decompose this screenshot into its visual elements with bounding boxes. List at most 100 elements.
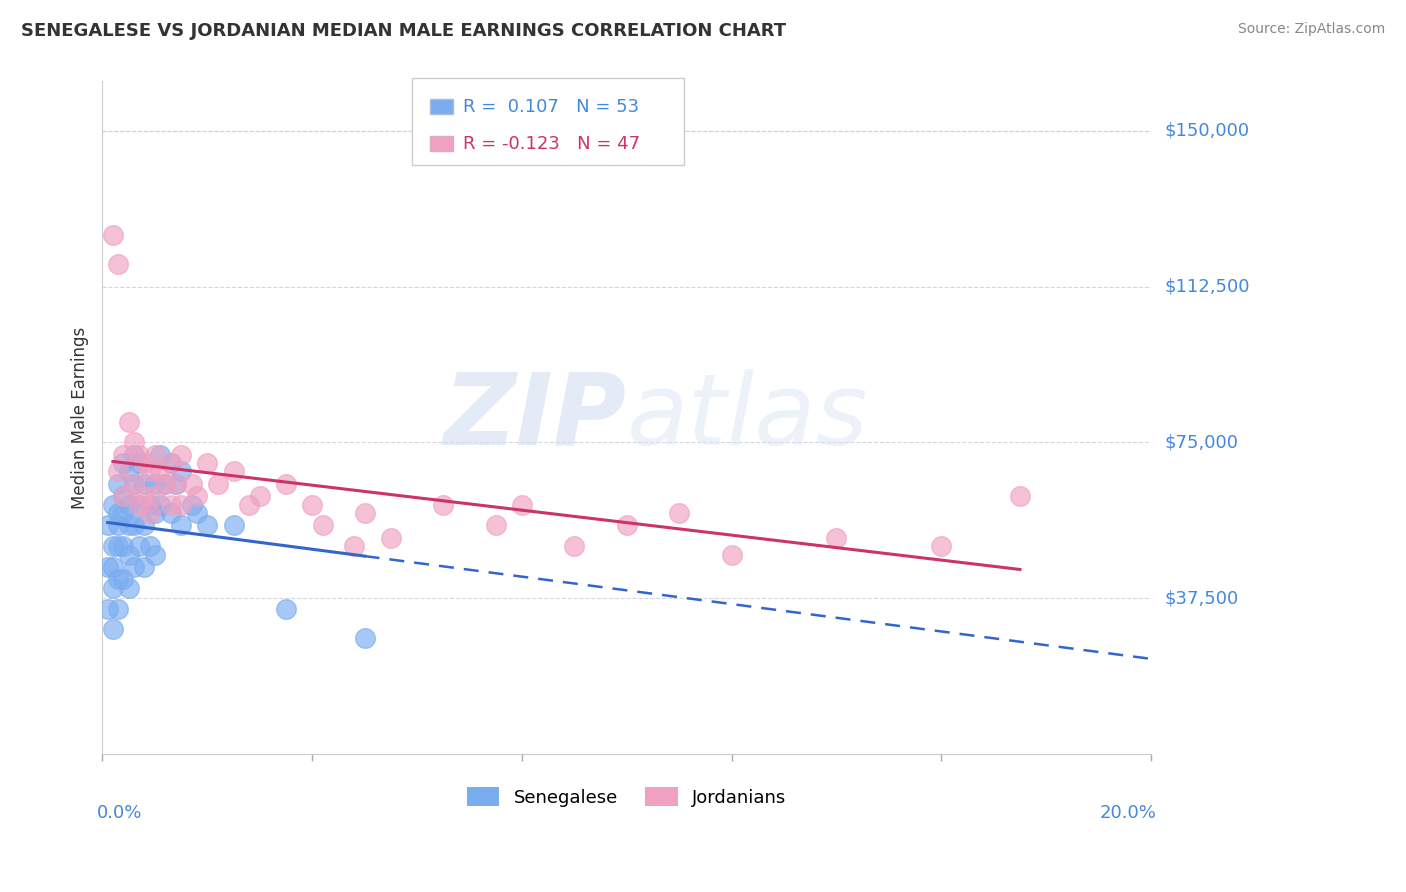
Point [155,476,177,491]
Text: $75,000: $75,000 [1166,434,1239,451]
Text: atlas: atlas [627,369,869,466]
Point [668,506,690,520]
Point [101,623,124,637]
Point [485,518,508,533]
Point [117,415,139,429]
Text: 0.0%: 0.0% [97,805,142,822]
Point [122,448,145,462]
Point [170,448,193,462]
Point [128,448,150,462]
Point [97,601,120,615]
Point [97,518,120,533]
Point [112,506,135,520]
Point [101,498,124,512]
Point [380,531,402,545]
Point [274,476,297,491]
Point [353,631,375,645]
Point [165,476,187,491]
Point [112,573,135,587]
Point [107,465,129,479]
Point [301,498,323,512]
Legend: Senegalese, Jordanians: Senegalese, Jordanians [461,782,792,813]
Point [101,227,124,242]
Point [134,518,156,533]
Point [138,465,160,479]
Point [128,539,150,553]
Point [165,476,187,491]
Point [432,498,454,512]
Point [143,548,166,562]
Point [112,489,135,503]
Point [128,456,150,470]
Point [107,539,129,553]
FancyBboxPatch shape [430,136,453,152]
Point [159,456,181,470]
Point [180,498,202,512]
Text: R = -0.123   N = 47: R = -0.123 N = 47 [463,135,640,153]
Point [170,465,193,479]
Point [101,581,124,595]
Point [616,518,638,533]
Point [311,518,333,533]
Point [117,581,139,595]
Point [122,560,145,574]
Point [107,476,129,491]
Point [195,456,218,470]
Point [149,448,172,462]
Point [112,489,135,503]
Point [138,506,160,520]
Point [1008,489,1031,503]
Point [117,498,139,512]
Point [149,498,172,512]
Point [222,465,245,479]
Point [101,560,124,574]
Point [143,489,166,503]
Point [107,601,129,615]
Text: $37,500: $37,500 [1166,589,1239,607]
Point [149,465,172,479]
Point [143,476,166,491]
Point [186,489,208,503]
Point [117,518,139,533]
Point [112,448,135,462]
Text: ZIP: ZIP [444,369,627,466]
Y-axis label: Median Male Earnings: Median Male Earnings [72,326,89,508]
Point [510,498,533,512]
Point [134,489,156,503]
Text: $150,000: $150,000 [1166,121,1250,140]
Point [170,518,193,533]
Point [170,498,193,512]
Point [159,498,181,512]
Text: Source: ZipAtlas.com: Source: ZipAtlas.com [1237,22,1385,37]
Point [107,506,129,520]
Point [720,548,742,562]
Point [180,476,202,491]
Point [134,560,156,574]
Point [138,539,160,553]
Point [97,560,120,574]
Point [155,476,177,491]
Point [128,498,150,512]
Point [143,506,166,520]
Point [825,531,848,545]
Point [107,257,129,271]
Point [343,539,366,553]
Point [101,539,124,553]
Point [128,498,150,512]
Point [207,476,229,491]
Point [112,539,135,553]
Point [122,435,145,450]
Point [134,456,156,470]
Point [122,476,145,491]
FancyBboxPatch shape [430,99,453,114]
Text: SENEGALESE VS JORDANIAN MEDIAN MALE EARNINGS CORRELATION CHART: SENEGALESE VS JORDANIAN MEDIAN MALE EARN… [21,22,786,40]
Point [159,506,181,520]
Point [122,518,145,533]
Point [143,448,166,462]
Point [122,476,145,491]
Point [929,539,952,553]
Point [274,601,297,615]
Point [117,465,139,479]
Text: R =  0.107   N = 53: R = 0.107 N = 53 [463,98,640,116]
Text: $112,500: $112,500 [1166,277,1250,295]
